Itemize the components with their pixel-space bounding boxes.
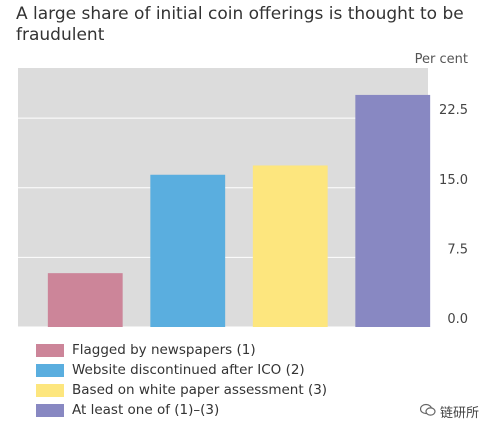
watermark: 链研所 (419, 402, 480, 421)
bar (47, 273, 123, 327)
y-axis-unit-label: Per cent (414, 52, 468, 67)
legend-swatch (36, 343, 64, 357)
legend-swatch (36, 363, 64, 377)
legend-label: Website discontinued after ICO (2) (72, 362, 305, 378)
legend-item: Website discontinued after ICO (2) (36, 360, 327, 380)
legend-item: Flagged by newspapers (1) (36, 340, 327, 360)
chart-title: A large share of initial coin offerings … (16, 4, 464, 45)
y-tick-label: 0.0 (447, 312, 468, 327)
legend-label: Flagged by newspapers (1) (72, 342, 256, 358)
y-tick-label: 15.0 (439, 173, 468, 188)
y-tick-label: 7.5 (447, 242, 468, 257)
bar (252, 165, 328, 327)
legend-label: At least one of (1)–(3) (72, 402, 220, 418)
legend-item: At least one of (1)–(3) (36, 400, 327, 420)
legend-label: Based on white paper assessment (3) (72, 382, 328, 398)
wechat-icon (419, 403, 436, 421)
bar (355, 94, 431, 328)
watermark-text: 链研所 (440, 406, 480, 421)
legend-swatch (36, 403, 64, 417)
y-tick-label: 22.5 (439, 103, 468, 118)
chart-legend: Flagged by newspapers (1) Website discon… (36, 340, 327, 420)
legend-swatch (36, 383, 64, 397)
bar (150, 174, 226, 327)
legend-item: Based on white paper assessment (3) (36, 380, 327, 400)
